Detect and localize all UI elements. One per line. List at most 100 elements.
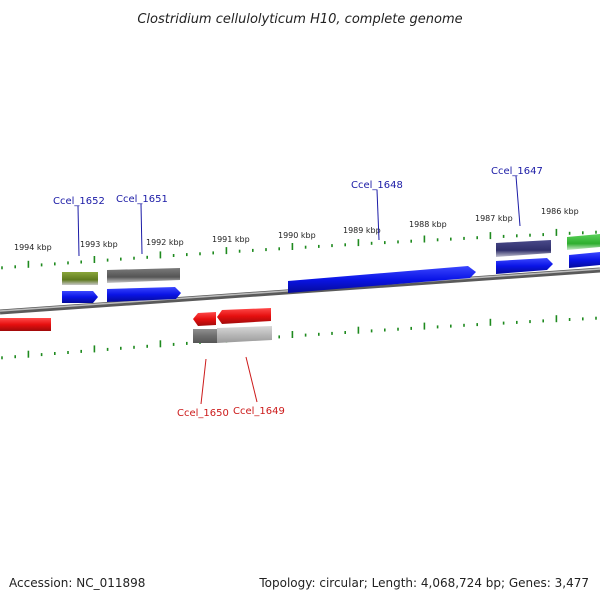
scale-tick-bottom-major (27, 350, 30, 358)
gene-arrow-ccel-1651[interactable] (107, 287, 181, 302)
cog-bar-partial-right (567, 234, 600, 250)
scale-tick-bottom-major (555, 315, 558, 323)
scale-tick-top-minor (40, 263, 43, 267)
scale-tick-bottom-minor (1, 356, 3, 360)
cog-bar-ccel-1649 (217, 326, 272, 343)
scale-tick-bottom-minor (370, 329, 373, 333)
scale-tick-top-minor (397, 240, 399, 244)
scale-tick-top-minor (146, 255, 148, 259)
genome-summary-text: Topology: circular; Length: 4,068,724 bp… (258, 576, 589, 590)
scale-tick-bottom-minor (582, 317, 584, 321)
scale-tick-top-major (27, 260, 30, 268)
scale-tick-top-minor (318, 244, 320, 248)
callout-line-ccel-1650 (200, 358, 207, 405)
gene-partial-left[interactable] (0, 318, 51, 331)
scale-tick-top-minor (106, 258, 109, 262)
callout-line-ccel-1651 (140, 203, 143, 255)
callout-line-ccel-1648 (376, 189, 380, 241)
gene-label-ccel-1651[interactable]: Ccel_1651 (116, 194, 168, 205)
scale-tick-bottom-minor (436, 325, 439, 329)
gene-label-ccel-1652[interactable]: Ccel_1652 (53, 196, 105, 207)
scale-tick-top-minor (463, 236, 465, 240)
scale-tick-top-minor (502, 234, 505, 238)
scale-label-1987: 1987 kbp (475, 214, 513, 223)
callout-line-ccel-1649 (245, 356, 258, 403)
gene-ccel-1647[interactable] (496, 240, 553, 274)
gene-arrow-ccel-1647[interactable] (496, 258, 553, 274)
gene-arrow-ccel-1652[interactable] (62, 291, 98, 303)
gene-ccel-1650[interactable] (193, 312, 217, 343)
scale-tick-top-minor (212, 251, 214, 255)
scale-ticks-top (1, 228, 597, 270)
scale-tick-top-major (423, 235, 426, 243)
scale-tick-top-major (555, 228, 558, 236)
scale-tick-bottom-minor (106, 347, 109, 351)
cog-bar-ccel-1647 (496, 240, 551, 257)
scale-label-1993: 1993 kbp (80, 240, 118, 249)
scale-tick-top-minor (542, 233, 544, 237)
gene-label-ccel-1647[interactable]: Ccel_1647 (491, 166, 543, 177)
scale-tick-bottom-minor (304, 333, 307, 337)
scale-tick-top-major (225, 247, 228, 255)
gene-label-ccel-1649[interactable]: Ccel_1649 (233, 406, 285, 417)
scale-label-1992: 1992 kbp (146, 238, 184, 247)
scale-label-1994: 1994 kbp (14, 243, 52, 252)
scale-tick-top-minor (410, 239, 412, 243)
gene-ccel-1651[interactable] (107, 268, 181, 302)
gene-arrow-ccel-1650[interactable] (193, 312, 216, 326)
scale-label-1990: 1990 kbp (278, 231, 316, 240)
gene-arrow-ccel-1649[interactable] (217, 308, 271, 324)
scale-tick-top-minor (476, 236, 478, 240)
scale-tick-top-minor (199, 252, 201, 256)
scale-tick-top-major (357, 239, 360, 247)
scale-tick-top-minor (529, 233, 531, 237)
gene-labels: Ccel_1652 Ccel_1651 Ccel_1648 Ccel_1647 … (53, 166, 543, 419)
scale-tick-top-minor (265, 248, 267, 252)
scale-tick-top-minor (133, 256, 135, 260)
map-title: Clostridium cellulolyticum H10, complete… (137, 12, 462, 27)
gene-ccel-1649[interactable] (217, 308, 272, 343)
gene-arrow-partial-right[interactable] (569, 252, 600, 268)
scale-tick-bottom-major (291, 331, 294, 338)
gene-callouts (77, 175, 521, 405)
scale-tick-bottom-major (489, 318, 492, 326)
gene-arrow-partial-left[interactable] (0, 318, 51, 331)
scale-tick-bottom-minor (529, 320, 531, 324)
scale-tick-bottom-minor (344, 331, 346, 334)
scale-tick-bottom-minor (568, 318, 571, 321)
scale-tick-bottom-major (159, 340, 162, 348)
scale-tick-top-minor (186, 253, 188, 257)
scale-tick-bottom-minor (542, 319, 544, 323)
scale-tick-top-minor (344, 243, 346, 247)
gene-partial-right[interactable] (567, 234, 600, 268)
scale-tick-top-minor (595, 230, 597, 234)
forward-strand-features (62, 234, 600, 303)
scale-tick-top-minor (238, 249, 241, 253)
gene-label-ccel-1650[interactable]: Ccel_1650 (177, 408, 229, 419)
scale-tick-bottom-minor (318, 332, 320, 336)
reverse-strand-features (0, 308, 272, 343)
scale-tick-top-minor (80, 260, 82, 264)
scale-tick-top-minor (54, 262, 56, 266)
scale-tick-bottom-minor (14, 355, 16, 359)
callout-line-ccel-1652 (77, 205, 80, 257)
scale-ticks-bottom (1, 315, 597, 360)
scale-label-1986: 1986 kbp (541, 207, 579, 216)
scale-tick-bottom-minor (67, 351, 69, 354)
scale-tick-top-minor (582, 231, 584, 235)
scale-tick-bottom-minor (331, 331, 333, 335)
accession-text: Accession: NC_011898 (9, 576, 145, 590)
scale-tick-top-minor (67, 261, 69, 265)
scale-tick-bottom-major (423, 322, 426, 330)
scale-tick-bottom-minor (410, 326, 412, 330)
gene-ccel-1648[interactable] (288, 266, 476, 293)
scale-label-1991: 1991 kbp (212, 235, 250, 244)
scale-label-1989: 1989 kbp (343, 226, 381, 235)
scale-tick-top-minor (120, 257, 122, 261)
gene-ccel-1652[interactable] (62, 272, 98, 303)
gene-label-ccel-1648[interactable]: Ccel_1648 (351, 180, 403, 191)
scale-tick-bottom-minor (450, 324, 452, 328)
scale-tick-bottom-minor (502, 321, 505, 325)
gene-arrow-ccel-1648[interactable] (288, 266, 476, 293)
